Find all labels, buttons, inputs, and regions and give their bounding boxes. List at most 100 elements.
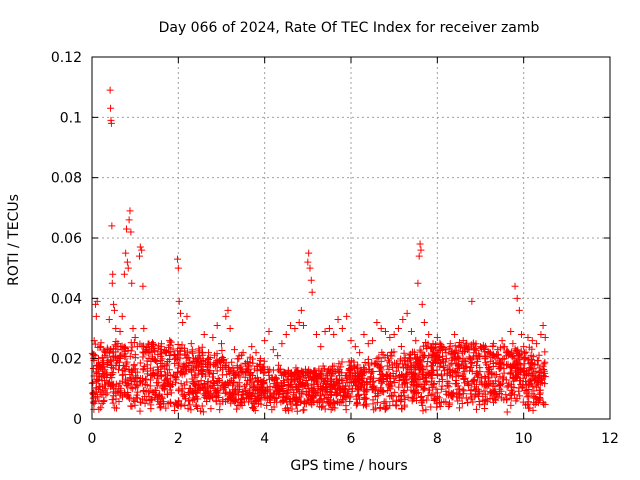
data-point — [359, 364, 367, 372]
data-point — [103, 370, 111, 378]
data-point — [299, 388, 307, 396]
data-point — [243, 358, 251, 366]
y-tick-label: 0.1 — [60, 110, 82, 126]
data-point — [131, 354, 139, 362]
data-point — [184, 348, 192, 356]
data-point — [216, 406, 224, 414]
data-point — [149, 370, 157, 378]
data-point — [127, 228, 135, 236]
data-point — [89, 379, 97, 387]
data-point — [133, 343, 141, 351]
data-point — [183, 378, 191, 386]
data-point — [503, 361, 511, 369]
data-point — [358, 369, 366, 377]
data-point — [391, 379, 399, 387]
data-point — [526, 404, 534, 412]
data-point — [225, 378, 233, 386]
data-point — [206, 354, 214, 362]
data-point — [301, 382, 309, 390]
data-point — [207, 391, 215, 399]
data-point — [424, 392, 432, 400]
data-point — [376, 364, 384, 372]
data-point — [124, 264, 132, 272]
data-point — [383, 362, 391, 370]
data-point — [273, 387, 281, 395]
data-point — [195, 369, 203, 377]
data-point — [157, 352, 165, 360]
data-point — [267, 398, 275, 406]
data-point — [469, 398, 477, 406]
data-point — [523, 390, 531, 398]
data-point — [114, 366, 122, 374]
data-point — [385, 365, 393, 373]
data-point — [499, 375, 507, 383]
data-point — [106, 86, 114, 94]
data-point — [106, 378, 114, 386]
data-point — [392, 401, 400, 409]
data-point — [502, 391, 510, 399]
data-point — [377, 386, 385, 394]
data-point — [515, 351, 523, 359]
data-point — [284, 381, 292, 389]
data-point — [355, 391, 363, 399]
data-point — [480, 387, 488, 395]
data-point — [312, 331, 320, 339]
data-point — [311, 367, 319, 375]
data-point — [399, 372, 407, 380]
data-point — [482, 381, 490, 389]
data-point — [205, 370, 213, 378]
data-point — [354, 385, 362, 393]
data-point — [318, 403, 326, 411]
data-point — [204, 387, 212, 395]
data-point — [427, 403, 435, 411]
data-point — [222, 382, 230, 390]
data-point — [537, 367, 545, 375]
data-point — [161, 349, 169, 357]
data-point — [432, 396, 440, 404]
data-point — [229, 364, 237, 372]
data-point — [416, 240, 424, 248]
y-tick-label: 0.02 — [51, 352, 82, 368]
data-point — [124, 346, 132, 354]
data-point — [460, 379, 468, 387]
data-point — [113, 388, 121, 396]
data-point — [222, 312, 230, 320]
data-point — [293, 401, 301, 409]
data-point — [503, 347, 511, 355]
data-point — [241, 382, 249, 390]
data-point — [527, 356, 535, 364]
data-point — [164, 390, 172, 398]
data-point — [109, 270, 117, 278]
data-point — [445, 366, 453, 374]
data-point — [330, 362, 338, 370]
data-point — [391, 388, 399, 396]
data-point — [167, 399, 175, 407]
data-point — [541, 334, 549, 342]
data-point — [528, 337, 536, 345]
data-point — [361, 365, 369, 373]
data-point — [496, 373, 504, 381]
data-point — [351, 343, 359, 351]
data-point — [275, 361, 283, 369]
data-point — [323, 395, 331, 403]
data-point — [225, 363, 233, 371]
data-point — [282, 331, 290, 339]
data-point — [436, 402, 444, 410]
data-point — [510, 354, 518, 362]
data-point — [443, 371, 451, 379]
x-axis-label: GPS time / hours — [290, 458, 407, 474]
data-point — [179, 391, 187, 399]
data-point — [289, 397, 297, 405]
data-point — [101, 381, 109, 389]
data-point — [196, 382, 204, 390]
data-point — [465, 381, 473, 389]
data-point — [469, 339, 477, 347]
data-point — [274, 352, 282, 360]
data-point — [437, 372, 445, 380]
data-point — [302, 376, 310, 384]
data-point — [394, 363, 402, 371]
data-point — [413, 389, 421, 397]
data-point — [455, 385, 463, 393]
data-point — [360, 331, 368, 339]
data-point — [541, 358, 549, 366]
